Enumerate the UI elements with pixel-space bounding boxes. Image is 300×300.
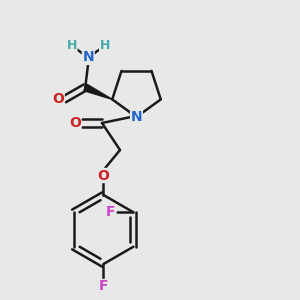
Text: O: O: [69, 116, 81, 130]
Text: F: F: [99, 280, 108, 293]
Text: N: N: [131, 110, 142, 124]
Polygon shape: [84, 84, 112, 99]
Text: F: F: [106, 205, 116, 219]
Text: H: H: [67, 39, 77, 52]
Text: H: H: [100, 39, 110, 52]
Text: O: O: [52, 92, 64, 106]
Text: N: N: [82, 50, 94, 64]
Text: O: O: [98, 169, 110, 182]
